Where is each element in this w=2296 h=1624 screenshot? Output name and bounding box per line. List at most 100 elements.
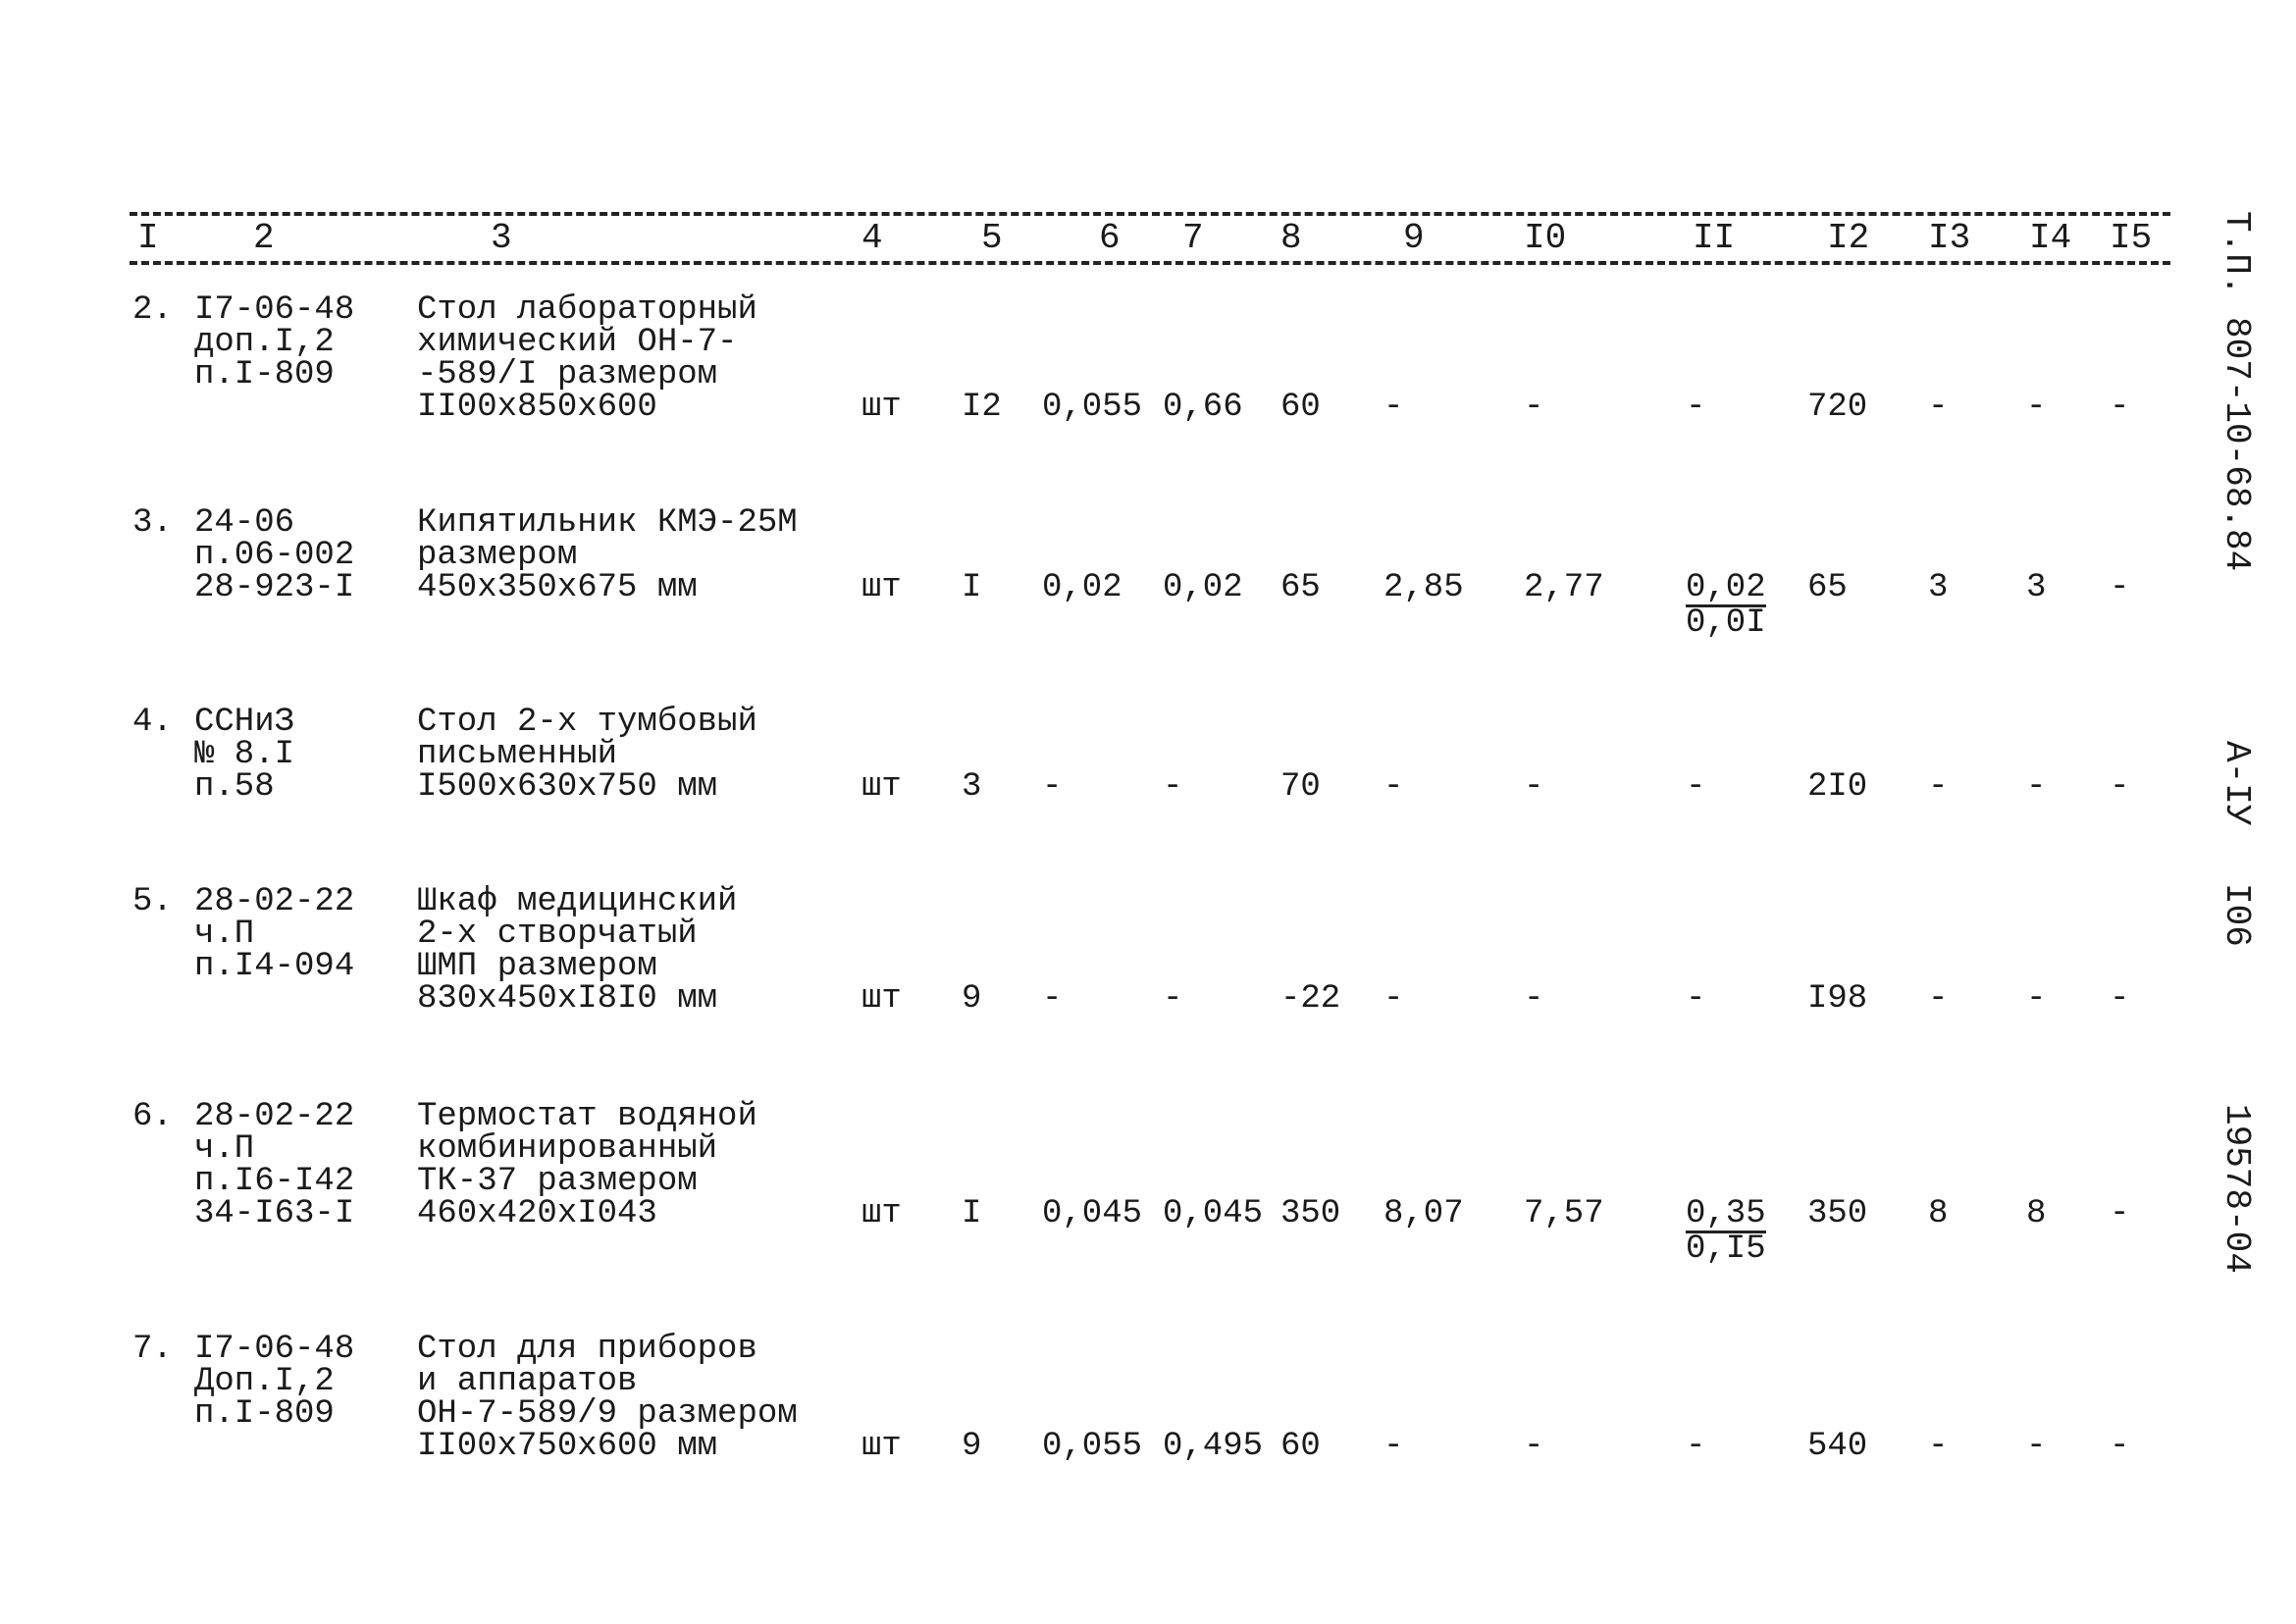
value-c12: 350 <box>1807 1195 1868 1232</box>
fraction-denominator: 0,I5 <box>1686 1231 1766 1268</box>
row-number: 6. <box>132 1098 173 1135</box>
description-line: I500x630x750 мм <box>417 768 718 806</box>
value-c5: I2 <box>962 389 1002 426</box>
column-header-9: 9 <box>1403 218 1425 258</box>
value-c8: -22 <box>1280 980 1341 1018</box>
value-c7: 0,66 <box>1163 389 1243 426</box>
value-c5: 3 <box>962 768 982 806</box>
description-line: письменный <box>417 736 618 773</box>
description-line: ШМП размером <box>417 948 657 985</box>
description-line: и аппаратов <box>417 1363 638 1400</box>
side-page-number: I06 <box>2217 883 2257 947</box>
header-rule-bottom <box>130 261 2170 265</box>
description-line: Стол для приборов <box>417 1331 757 1368</box>
reference-code-line: 28-02-22 <box>194 883 355 920</box>
value-c8: 65 <box>1280 569 1321 606</box>
description-line: Стол лабораторный <box>417 291 757 329</box>
column-header-2: 2 <box>253 218 275 258</box>
unit: шт <box>861 980 902 1018</box>
value-c5: 9 <box>962 980 982 1018</box>
column-header-15: I5 <box>2110 218 2153 258</box>
value-c10: - <box>1524 389 1544 426</box>
value-c12: I98 <box>1807 980 1868 1018</box>
reference-code-line: п.58 <box>194 768 275 806</box>
value-c5: I <box>962 569 982 606</box>
row-number: 5. <box>132 883 173 920</box>
reference-code-line: доп.I,2 <box>194 324 335 361</box>
column-header-5: 5 <box>981 218 1003 258</box>
description-line: II00x850x600 <box>417 389 657 426</box>
value-c6: 0,045 <box>1042 1195 1143 1232</box>
reference-code-line: I7-06-48 <box>194 1331 355 1368</box>
value-c10: - <box>1524 768 1544 806</box>
description-line: Стол 2-х тумбовый <box>417 704 757 741</box>
description-line: 450x350x675 мм <box>417 569 698 606</box>
column-header-7: 7 <box>1182 218 1204 258</box>
value-c12: 540 <box>1807 1428 1868 1465</box>
row-number: 4. <box>132 704 173 741</box>
value-c9: - <box>1383 768 1404 806</box>
column-header-3: 3 <box>491 218 512 258</box>
value-c9: 2,85 <box>1383 569 1464 606</box>
value-c7: - <box>1163 768 1183 806</box>
value-c15: - <box>2110 1195 2130 1232</box>
reference-code-line: п.I-809 <box>194 1395 335 1433</box>
unit: шт <box>861 389 902 426</box>
value-c15: - <box>2110 569 2130 606</box>
description-line: размером <box>417 537 578 574</box>
description-line: Кипятильник КМЭ-25М <box>417 504 798 542</box>
value-c6: 0,055 <box>1042 1428 1143 1465</box>
value-c8: 60 <box>1280 1428 1321 1465</box>
value-c8: 70 <box>1280 768 1321 806</box>
reference-code-line: ч.П <box>194 916 255 953</box>
reference-code-line: 34-I63-I <box>194 1195 355 1232</box>
description-line: комбинированный <box>417 1130 718 1168</box>
value-c13: - <box>1928 980 1949 1018</box>
column-header-14: I4 <box>2029 218 2072 258</box>
value-c13: - <box>1928 389 1949 426</box>
value-c8: 60 <box>1280 389 1321 426</box>
description-line: II00x750x600 мм <box>417 1428 718 1465</box>
value-c15: - <box>2110 980 2130 1018</box>
value-c14: 8 <box>2026 1195 2047 1232</box>
reference-code-line: п.06-002 <box>194 537 355 574</box>
value-c9: - <box>1383 980 1404 1018</box>
fraction-c11: 0,02 0,0I <box>1686 571 1766 640</box>
reference-code-line: п.I6-I42 <box>194 1163 355 1200</box>
description-line: ОН-7-589/9 размером <box>417 1395 798 1433</box>
column-header-4: 4 <box>861 218 883 258</box>
value-c14: - <box>2026 980 2047 1018</box>
value-c6: 0,02 <box>1042 569 1122 606</box>
reference-code-line: 28-02-22 <box>194 1098 355 1135</box>
value-c12: 720 <box>1807 389 1868 426</box>
side-project-code: Т.П. 807-10-68.84 <box>2217 211 2257 572</box>
unit: шт <box>861 768 902 806</box>
header-rule-top <box>130 212 2170 216</box>
fraction-numerator: 0,35 <box>1686 1195 1766 1233</box>
description-line: химический ОН-7- <box>417 324 738 361</box>
description-line: -589/I размером <box>417 356 718 393</box>
column-header-11: II <box>1693 218 1736 258</box>
value-c7: 0,495 <box>1163 1428 1264 1465</box>
unit: шт <box>861 1195 902 1232</box>
value-c14: - <box>2026 768 2047 806</box>
row-number: 7. <box>132 1331 173 1368</box>
value-c11: - <box>1686 1428 1706 1465</box>
column-header-6: 6 <box>1099 218 1121 258</box>
value-c10: 7,57 <box>1524 1195 1604 1232</box>
description-line: ТК-37 размером <box>417 1163 698 1200</box>
reference-code-line: п.I-809 <box>194 356 335 393</box>
value-c13: - <box>1928 1428 1949 1465</box>
value-c5: 9 <box>962 1428 982 1465</box>
value-c11: - <box>1686 389 1706 426</box>
value-c8: 350 <box>1280 1195 1341 1232</box>
description-line: 830x450xI8I0 мм <box>417 980 718 1018</box>
reference-code-line: 28-923-I <box>194 569 355 606</box>
description-line: 2-х створчатый <box>417 916 698 953</box>
description-line: Шкаф медицинский <box>417 883 738 920</box>
reference-code-line: ССНиЗ <box>194 704 295 741</box>
side-inventory-number: 19578-04 <box>2217 1104 2257 1274</box>
value-c9: - <box>1383 1428 1404 1465</box>
value-c15: - <box>2110 1428 2130 1465</box>
value-c6: 0,055 <box>1042 389 1143 426</box>
